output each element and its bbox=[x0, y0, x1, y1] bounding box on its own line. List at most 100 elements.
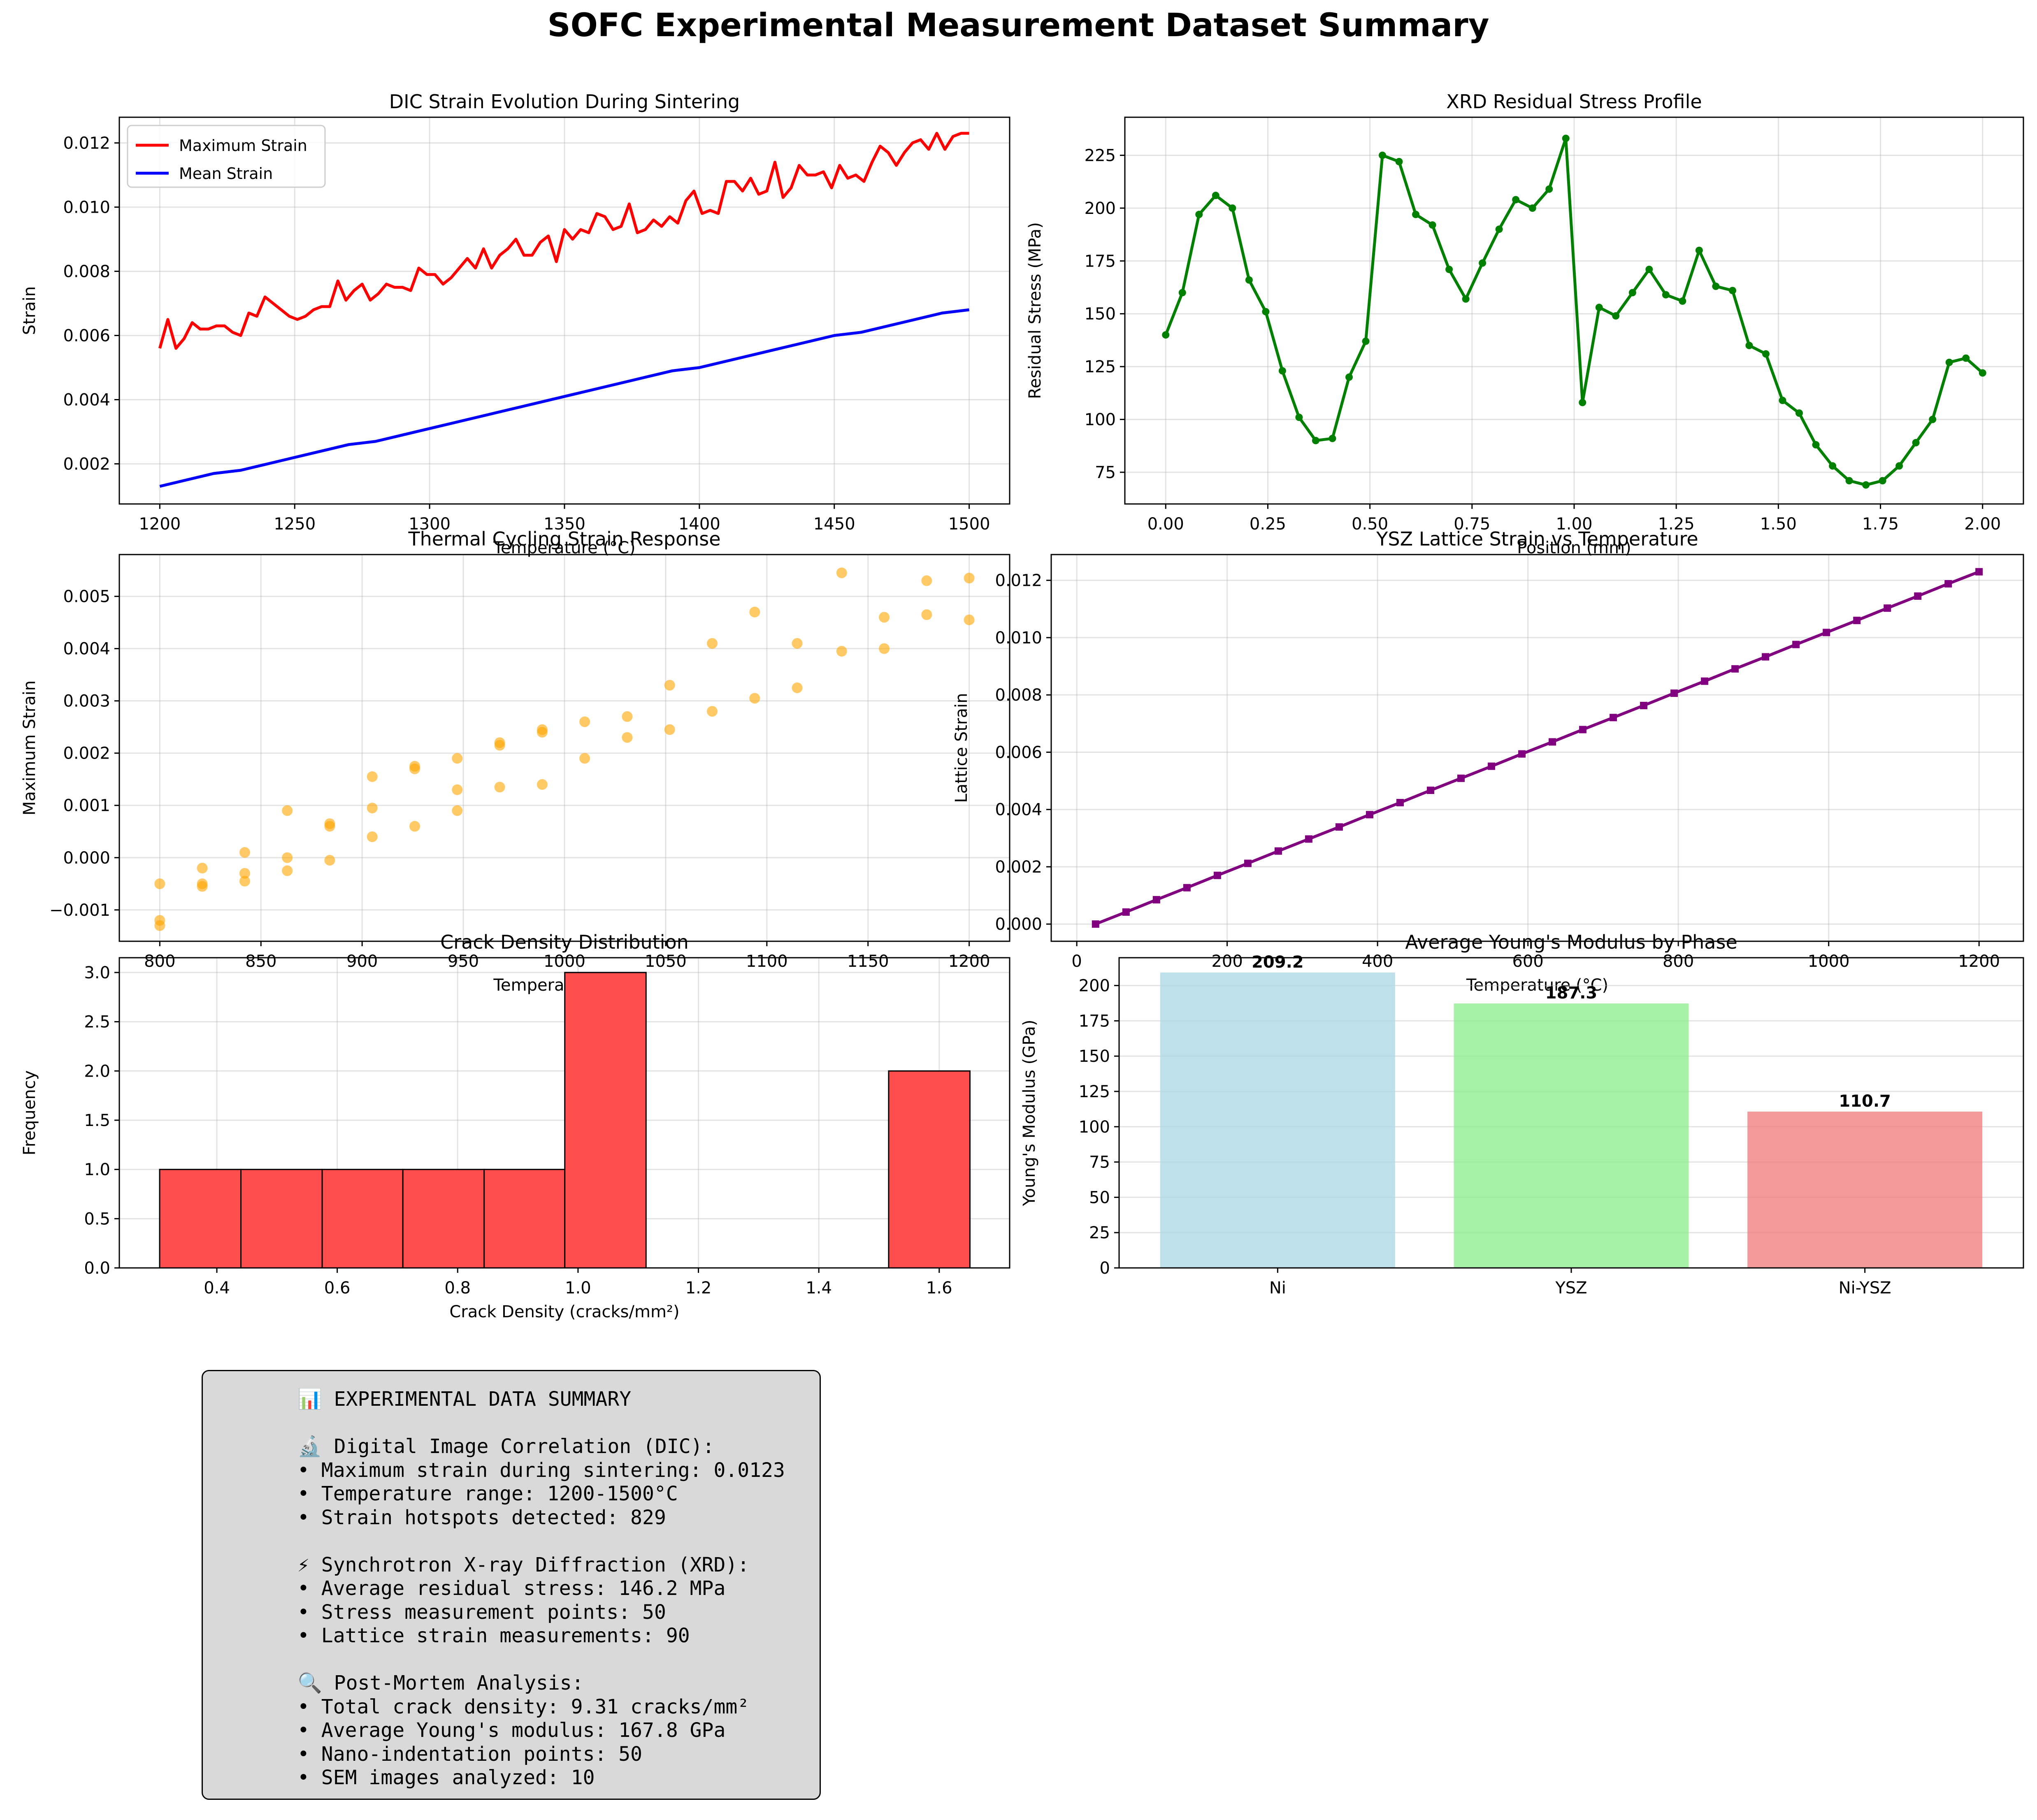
legend-label: Maximum Strain bbox=[179, 137, 307, 155]
lattice-point bbox=[1183, 884, 1191, 891]
strain-point bbox=[367, 771, 378, 782]
y-tick-label: 75 bbox=[1089, 1153, 1110, 1172]
x-tick-label: 0.75 bbox=[1454, 515, 1490, 534]
y-tick-label: 100 bbox=[1079, 1118, 1110, 1137]
strain-point bbox=[409, 821, 420, 832]
x-tick-label: 1350 bbox=[544, 515, 585, 534]
stress-point bbox=[1345, 373, 1353, 381]
strain-point bbox=[879, 643, 890, 654]
y-axis-label-group: Maximum Strain bbox=[20, 680, 39, 815]
y-tick-label: 0.002 bbox=[995, 858, 1042, 877]
x-tick-label: 800 bbox=[144, 952, 175, 971]
lattice-point bbox=[1213, 871, 1221, 879]
legend: Maximum Strain Mean Strain bbox=[127, 125, 326, 188]
stress-point bbox=[1545, 185, 1553, 193]
x-tick-label: 1200 bbox=[948, 952, 990, 971]
strain-point bbox=[579, 753, 590, 764]
x-tick-label: 1200 bbox=[1958, 952, 2000, 971]
summary-line: • Strain hotspots detected: 829 bbox=[297, 1506, 666, 1529]
x-axis-label: Temperature (°C) bbox=[1466, 976, 1608, 995]
stress-point bbox=[1162, 331, 1170, 339]
strain-point bbox=[154, 878, 165, 889]
lattice-point bbox=[1823, 629, 1830, 636]
lattice-point bbox=[1092, 920, 1099, 928]
x-tick-label: 900 bbox=[346, 952, 378, 971]
stress-point bbox=[1362, 337, 1370, 345]
summary-line: ⚡ Synchrotron X-ray Diffraction (XRD): bbox=[297, 1553, 750, 1576]
chart-xrd: 0.00 0.25 0.50 0.75 1.00 1.25 1.50 1.75 2.00 75 10… bbox=[1026, 91, 2024, 557]
stress-point bbox=[1445, 265, 1453, 273]
strain-point bbox=[197, 881, 208, 892]
y-axis-label: Young's Modulus (GPa) bbox=[1020, 1019, 1039, 1206]
strain-point bbox=[964, 573, 975, 584]
stress-point bbox=[1595, 304, 1603, 311]
summary-line: • Average residual stress: 146.2 MPa bbox=[297, 1577, 726, 1600]
stress-point bbox=[1229, 204, 1236, 212]
summary-line: • Temperature range: 1200-1500°C bbox=[297, 1482, 678, 1505]
y-tick-label: −0.001 bbox=[49, 901, 110, 920]
series-line-maximum-strain bbox=[158, 132, 969, 350]
value-label: 110.7 bbox=[1839, 1092, 1891, 1111]
strain-point bbox=[494, 782, 505, 793]
stress-point bbox=[1762, 350, 1770, 358]
lattice-point bbox=[1670, 689, 1678, 697]
x-tick-label: 2.00 bbox=[1964, 515, 2001, 534]
x-tick-label: 950 bbox=[448, 952, 479, 971]
y-tick-label: 100 bbox=[1085, 411, 1116, 429]
x-tick-label: 800 bbox=[1663, 952, 1694, 971]
strain-point bbox=[452, 753, 463, 764]
series-line-mean-strain bbox=[159, 308, 970, 488]
strain-point bbox=[367, 803, 378, 814]
y-tick-label: 0.004 bbox=[63, 640, 110, 659]
strain-point bbox=[452, 784, 463, 795]
strain-point bbox=[749, 606, 760, 618]
stress-point bbox=[1895, 462, 1903, 470]
axes-frame bbox=[1118, 957, 2024, 1269]
y-tick-label: 200 bbox=[1085, 199, 1116, 218]
strain-point bbox=[282, 805, 293, 816]
stress-point bbox=[1628, 289, 1636, 297]
x-tick-label: 0 bbox=[1071, 952, 1082, 971]
modulus-bar-ni-ysz bbox=[1747, 1112, 1983, 1268]
x-tick-label: 1000 bbox=[544, 952, 585, 971]
summary-line bbox=[297, 1530, 785, 1553]
chart-dic: 1200 1250 1300 1350 1400 1450 1500 0.002 0.004 0.… bbox=[20, 91, 1010, 557]
lattice-point bbox=[1426, 787, 1434, 794]
stress-point bbox=[1495, 225, 1503, 233]
lattice-point bbox=[1640, 701, 1648, 709]
y-axis-label: Residual Stress (MPa) bbox=[1026, 222, 1045, 399]
y-tick-label: 125 bbox=[1079, 1082, 1110, 1101]
summary-line: • Average Young's modulus: 167.8 GPa bbox=[297, 1719, 726, 1742]
chart-title: Thermal Cycling Strain Response bbox=[408, 528, 720, 550]
stress-point bbox=[1879, 477, 1886, 485]
strain-point bbox=[239, 868, 250, 879]
stress-point bbox=[1779, 397, 1786, 404]
y-axis-label-group: Residual Stress (MPa) bbox=[1026, 222, 1045, 399]
stress-point bbox=[1178, 289, 1186, 297]
strain-point bbox=[622, 732, 633, 743]
y-tick-label: 2.0 bbox=[84, 1062, 110, 1081]
y-axis-label-group: Lattice Strain bbox=[952, 693, 971, 803]
chart-thermal: 800 850 900 950 1000 1050 1100 1150 1200 −0.001 0.… bbox=[20, 528, 1010, 995]
modulus-bar-ni bbox=[1160, 973, 1395, 1268]
x-tick-label: 0.50 bbox=[1352, 515, 1388, 534]
lattice-point bbox=[1853, 617, 1861, 624]
stress-point bbox=[1379, 151, 1387, 159]
legend-label: Mean Strain bbox=[179, 165, 273, 183]
y-tick-label: 0.006 bbox=[995, 743, 1042, 762]
strain-point bbox=[579, 716, 590, 727]
lattice-point bbox=[1122, 908, 1130, 916]
stress-point bbox=[1512, 196, 1520, 204]
stress-point bbox=[1662, 291, 1670, 299]
stress-point bbox=[1612, 312, 1620, 320]
lattice-point bbox=[1396, 799, 1404, 806]
y-tick-label: 150 bbox=[1085, 305, 1116, 324]
x-tick-label: 1450 bbox=[813, 515, 855, 534]
legend-frame bbox=[127, 125, 326, 188]
strain-point bbox=[749, 693, 760, 704]
stress-point bbox=[1245, 276, 1253, 284]
stress-point bbox=[1695, 246, 1703, 254]
strain-point bbox=[921, 575, 932, 586]
y-tick-label: 0.012 bbox=[63, 134, 110, 153]
strain-point bbox=[537, 779, 548, 790]
